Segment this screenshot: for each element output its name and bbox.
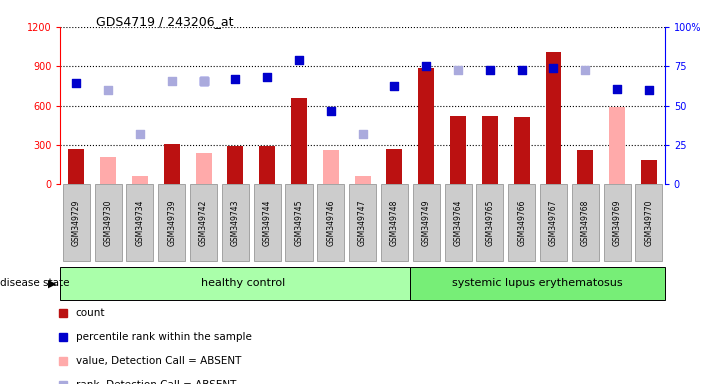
- Bar: [450, 116, 466, 184]
- Point: [547, 65, 559, 71]
- Bar: [410, 267, 665, 300]
- FancyBboxPatch shape: [222, 184, 249, 261]
- Point: [166, 78, 178, 84]
- Point: [262, 74, 273, 80]
- Point: [294, 56, 305, 63]
- Point: [198, 78, 209, 84]
- Text: GSM349746: GSM349746: [326, 199, 336, 246]
- Text: GSM349749: GSM349749: [422, 199, 431, 246]
- Text: count: count: [75, 308, 105, 318]
- Bar: [196, 154, 212, 184]
- Bar: [545, 52, 562, 184]
- FancyBboxPatch shape: [127, 184, 154, 261]
- Text: GSM349765: GSM349765: [486, 199, 494, 246]
- FancyBboxPatch shape: [317, 184, 344, 261]
- Text: GDS4719 / 243206_at: GDS4719 / 243206_at: [96, 15, 233, 28]
- Point: [134, 131, 146, 137]
- Bar: [68, 149, 85, 184]
- Text: GSM349739: GSM349739: [167, 199, 176, 246]
- Point: [102, 87, 114, 93]
- Text: GSM349764: GSM349764: [454, 199, 463, 246]
- Point: [420, 63, 432, 70]
- Bar: [641, 160, 657, 184]
- Text: GSM349768: GSM349768: [581, 200, 589, 246]
- Text: GSM349747: GSM349747: [358, 199, 367, 246]
- Point: [516, 66, 528, 73]
- Bar: [132, 177, 148, 184]
- Text: healthy control: healthy control: [201, 278, 285, 288]
- Bar: [323, 150, 338, 184]
- Bar: [164, 144, 180, 184]
- Point: [389, 83, 400, 89]
- Bar: [260, 146, 275, 184]
- FancyBboxPatch shape: [159, 184, 186, 261]
- Bar: [387, 149, 402, 184]
- Text: GSM349730: GSM349730: [104, 199, 112, 246]
- Point: [611, 86, 623, 92]
- Bar: [291, 98, 307, 184]
- Text: GSM349770: GSM349770: [644, 199, 653, 246]
- Text: GSM349743: GSM349743: [231, 199, 240, 246]
- Point: [357, 131, 368, 137]
- Text: disease state: disease state: [0, 278, 70, 288]
- FancyBboxPatch shape: [508, 184, 535, 261]
- Text: systemic lupus erythematosus: systemic lupus erythematosus: [452, 278, 623, 288]
- FancyBboxPatch shape: [540, 184, 567, 261]
- Bar: [418, 68, 434, 184]
- Bar: [577, 150, 593, 184]
- FancyBboxPatch shape: [95, 184, 122, 261]
- Bar: [514, 118, 530, 184]
- Bar: [355, 176, 370, 184]
- FancyBboxPatch shape: [444, 184, 471, 261]
- FancyBboxPatch shape: [254, 184, 281, 261]
- FancyBboxPatch shape: [604, 184, 631, 261]
- Point: [230, 76, 241, 83]
- FancyBboxPatch shape: [412, 184, 439, 261]
- Text: GSM349744: GSM349744: [262, 199, 272, 246]
- FancyBboxPatch shape: [636, 184, 663, 261]
- FancyBboxPatch shape: [286, 184, 313, 261]
- Bar: [609, 107, 625, 184]
- Point: [484, 66, 496, 73]
- Text: GSM349766: GSM349766: [517, 199, 526, 246]
- FancyBboxPatch shape: [190, 184, 217, 261]
- Point: [579, 66, 591, 73]
- FancyBboxPatch shape: [572, 184, 599, 261]
- Text: GSM349748: GSM349748: [390, 200, 399, 246]
- Text: GSM349767: GSM349767: [549, 199, 558, 246]
- Text: percentile rank within the sample: percentile rank within the sample: [75, 333, 252, 343]
- Bar: [60, 267, 410, 300]
- FancyBboxPatch shape: [63, 184, 90, 261]
- Point: [325, 108, 336, 114]
- Text: GSM349734: GSM349734: [136, 199, 144, 246]
- Text: GSM349769: GSM349769: [613, 199, 621, 246]
- Text: GSM349729: GSM349729: [72, 200, 81, 246]
- Text: GSM349742: GSM349742: [199, 200, 208, 246]
- Point: [643, 87, 655, 93]
- FancyBboxPatch shape: [349, 184, 376, 261]
- Text: ▶: ▶: [48, 278, 57, 288]
- Point: [70, 80, 82, 86]
- Text: rank, Detection Call = ABSENT: rank, Detection Call = ABSENT: [75, 380, 236, 384]
- Point: [452, 66, 464, 73]
- FancyBboxPatch shape: [381, 184, 408, 261]
- Bar: [482, 116, 498, 184]
- Text: GSM349745: GSM349745: [294, 199, 304, 246]
- Text: value, Detection Call = ABSENT: value, Detection Call = ABSENT: [75, 356, 241, 366]
- Bar: [100, 157, 116, 184]
- Point: [198, 78, 209, 84]
- FancyBboxPatch shape: [476, 184, 503, 261]
- Bar: [228, 146, 243, 184]
